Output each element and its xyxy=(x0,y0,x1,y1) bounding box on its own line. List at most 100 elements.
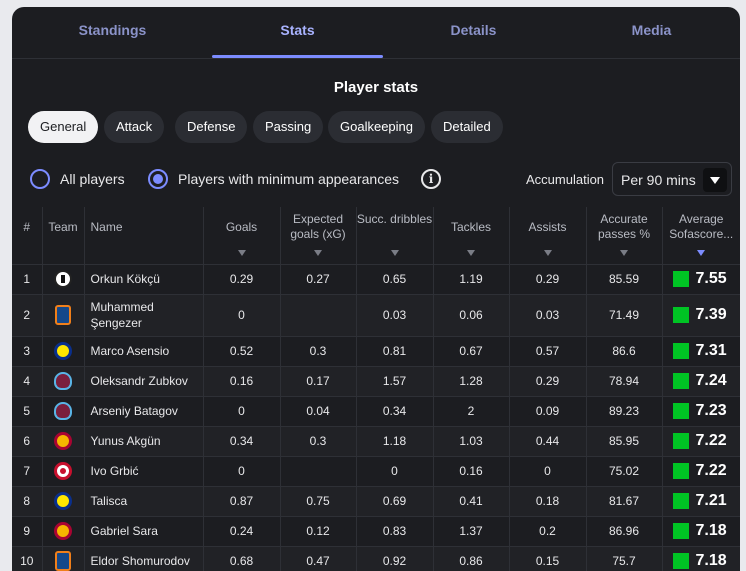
row-xg xyxy=(280,294,357,337)
row-team[interactable] xyxy=(42,264,85,295)
table-header-row: # Team Name Goals Expected goals (xG) Su… xyxy=(12,207,740,265)
filter-attack[interactable]: Attack xyxy=(104,111,165,143)
col-passes-label: Accurate passes % xyxy=(597,212,651,241)
filter-general[interactable]: General xyxy=(28,111,99,143)
sort-arrow-icon[interactable] xyxy=(237,249,246,256)
radio-all-players-label[interactable]: All players xyxy=(60,171,125,187)
row-team[interactable] xyxy=(42,366,85,397)
row-rating: 7.24 xyxy=(662,366,740,397)
table-row[interactable]: 7 Ivo Grbić 0 0 0.16 0 75.02 7.22 xyxy=(12,456,740,487)
radio-min-appearances[interactable] xyxy=(148,169,168,189)
row-tackles: 0.41 xyxy=(433,486,510,517)
sort-arrow-icon[interactable] xyxy=(390,249,399,256)
rating-value: 7.21 xyxy=(695,492,727,509)
filter-defense[interactable]: Defense xyxy=(175,111,248,143)
tab-standings[interactable]: Standings xyxy=(78,22,147,38)
team-logo-icon[interactable] xyxy=(54,492,72,510)
info-icon[interactable]: i xyxy=(421,169,441,189)
row-goals: 0.87 xyxy=(203,486,281,517)
team-logo-icon[interactable] xyxy=(54,270,72,288)
row-player-name[interactable]: Eldor Shomurodov xyxy=(84,546,204,571)
col-rank: # xyxy=(12,207,43,265)
row-player-name[interactable]: Muhammed Şengezer xyxy=(84,294,204,337)
row-dribbles: 1.18 xyxy=(356,426,434,457)
tab-details[interactable]: Details xyxy=(450,22,497,38)
row-assists: 0.09 xyxy=(509,396,587,427)
row-tackles: 0.86 xyxy=(433,546,510,571)
table-row[interactable]: 4 Oleksandr Zubkov 0.16 0.17 1.57 1.28 0.29 78.… xyxy=(12,366,740,397)
tab-media[interactable]: Media xyxy=(631,22,672,38)
row-player-name[interactable]: Yunus Akgün xyxy=(84,426,204,457)
filter-detailed[interactable]: Detailed xyxy=(431,111,503,143)
row-team[interactable] xyxy=(42,456,85,487)
team-logo-icon[interactable] xyxy=(55,551,71,571)
col-name: Name xyxy=(84,207,204,265)
row-rating: 7.55 xyxy=(662,264,740,295)
row-player-name[interactable]: Ivo Grbić xyxy=(84,456,204,487)
row-player-name[interactable]: Arseniy Batagov xyxy=(84,396,204,427)
row-rank: 2 xyxy=(12,294,43,337)
team-logo-icon[interactable] xyxy=(54,372,72,390)
row-dribbles: 0.69 xyxy=(356,486,434,517)
table-row[interactable]: 9 Gabriel Sara 0.24 0.12 0.83 1.37 0.2 86.96 7.1… xyxy=(12,516,740,547)
row-player-name[interactable]: Gabriel Sara xyxy=(84,516,204,547)
col-passes[interactable]: Accurate passes % xyxy=(586,207,663,265)
table-row[interactable]: 3 Marco Asensio 0.52 0.3 0.81 0.67 0.57 86.6 7.3… xyxy=(12,336,740,367)
team-logo-icon[interactable] xyxy=(54,342,72,360)
col-tackles[interactable]: Tackles xyxy=(433,207,510,265)
row-player-name[interactable]: Orkun Kökçü xyxy=(84,264,204,295)
col-xg[interactable]: Expected goals (xG) xyxy=(280,207,357,265)
team-logo-icon[interactable] xyxy=(54,462,72,480)
radio-all-players[interactable] xyxy=(30,169,50,189)
row-team[interactable] xyxy=(42,396,85,427)
row-assists: 0.44 xyxy=(509,426,587,457)
radio-min-appearances-label[interactable]: Players with minimum appearances xyxy=(178,171,399,187)
row-team[interactable] xyxy=(42,426,85,457)
row-team[interactable] xyxy=(42,294,85,337)
row-team[interactable] xyxy=(42,336,85,367)
row-team[interactable] xyxy=(42,546,85,571)
row-player-name[interactable]: Oleksandr Zubkov xyxy=(84,366,204,397)
table-row[interactable]: 6 Yunus Akgün 0.34 0.3 1.18 1.03 0.44 85.95 7.22 xyxy=(12,426,740,457)
team-logo-icon[interactable] xyxy=(55,305,71,325)
table-row[interactable]: 8 Talisca 0.87 0.75 0.69 0.41 0.18 81.67 7.21 xyxy=(12,486,740,517)
row-rank: 6 xyxy=(12,426,43,457)
col-assists[interactable]: Assists xyxy=(509,207,587,265)
sort-arrow-icon[interactable] xyxy=(467,249,475,256)
sort-arrow-icon[interactable] xyxy=(543,249,552,256)
team-logo-icon[interactable] xyxy=(54,402,72,420)
filter-goalkeeping[interactable]: Goalkeeping xyxy=(328,111,425,143)
sort-arrow-icon[interactable] xyxy=(620,249,628,256)
accumulation-label: Accumulation xyxy=(526,172,605,187)
rating-badge xyxy=(672,463,689,479)
col-tackles-label: Tackles xyxy=(450,220,491,234)
sort-arrow-active-icon[interactable] xyxy=(697,249,706,256)
table-row[interactable]: 1 Orkun Kökçü 0.29 0.27 0.65 1.19 0.29 85.59 7.5… xyxy=(12,264,740,295)
row-rank: 7 xyxy=(12,456,43,487)
team-logo-icon[interactable] xyxy=(54,522,72,540)
filter-passing[interactable]: Passing xyxy=(253,111,324,143)
table-row[interactable]: 10 Eldor Shomurodov 0.68 0.47 0.92 0.86 0.15 75… xyxy=(12,546,740,571)
table-row[interactable]: 5 Arseniy Batagov 0 0.04 0.34 2 0.09 89.23 7.23 xyxy=(12,396,740,427)
table-row[interactable]: 2 Muhammed Şengezer 0 0.03 0.06 0.03 71.49 7.39 xyxy=(12,294,740,337)
row-passes: 89.23 xyxy=(586,396,663,427)
row-rank: 8 xyxy=(12,486,43,517)
rating-value: 7.24 xyxy=(695,372,727,389)
tab-bar: Standings Stats Details Media xyxy=(12,7,740,59)
rating-badge xyxy=(672,271,689,287)
row-xg: 0.04 xyxy=(280,396,357,427)
row-team[interactable] xyxy=(42,516,85,547)
tab-stats[interactable]: Stats xyxy=(280,22,315,38)
col-rating[interactable]: Average Sofascore... xyxy=(662,207,740,265)
team-logo-icon[interactable] xyxy=(54,432,72,450)
row-dribbles: 0.03 xyxy=(356,294,434,337)
row-tackles: 2 xyxy=(433,396,510,427)
col-goals[interactable]: Goals xyxy=(203,207,281,265)
row-team[interactable] xyxy=(42,486,85,517)
accumulation-select[interactable]: Per 90 mins xyxy=(612,162,732,196)
sort-arrow-icon[interactable] xyxy=(314,249,322,256)
col-dribbles[interactable]: Succ. dribbles xyxy=(356,207,434,265)
row-player-name[interactable]: Marco Asensio xyxy=(84,336,204,367)
row-rating: 7.18 xyxy=(662,546,740,571)
row-player-name[interactable]: Talisca xyxy=(84,486,204,517)
